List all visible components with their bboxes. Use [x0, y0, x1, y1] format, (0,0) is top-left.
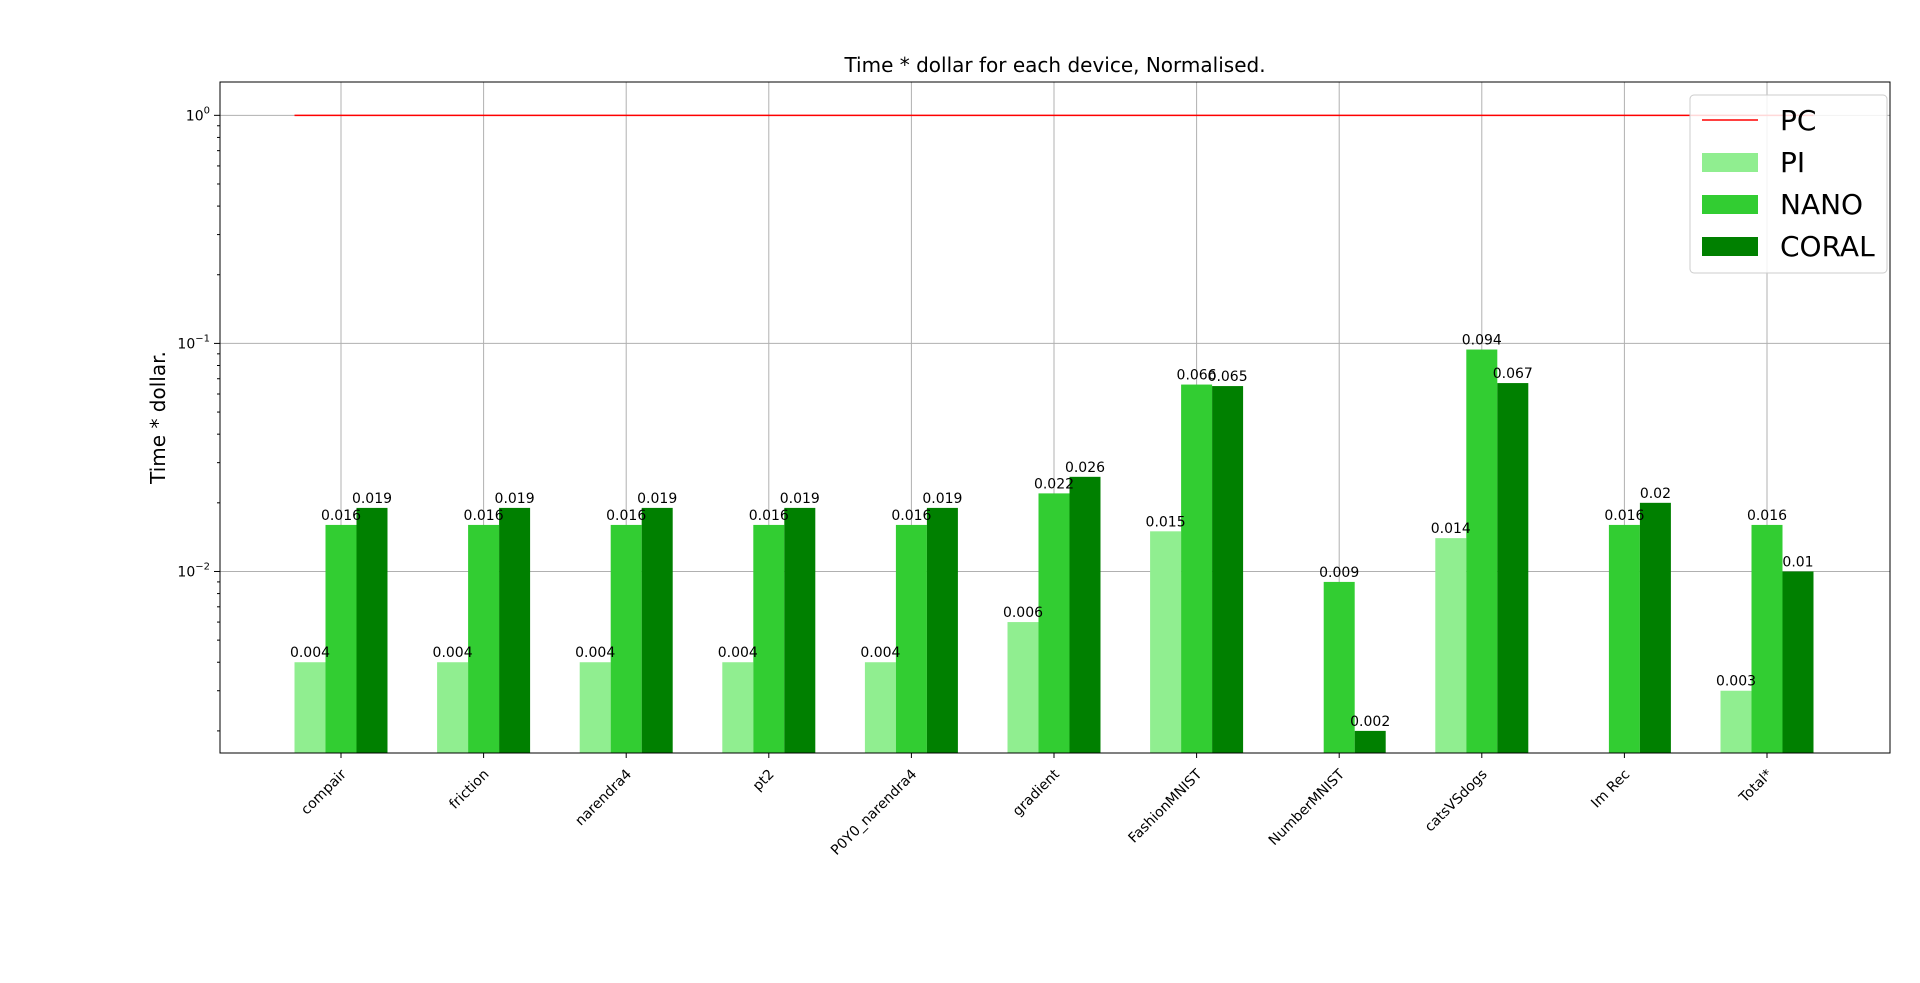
bar-nano — [325, 524, 357, 753]
x-tick-label: gradient — [1010, 766, 1063, 819]
data-label: 0.067 — [1493, 366, 1533, 382]
bars — [294, 349, 1814, 753]
data-label: 0.01 — [1782, 554, 1813, 570]
bar-pi — [1007, 622, 1039, 753]
axes: compair friction narendra4 pt2 P0Y0_narendra… — [177, 105, 1775, 858]
x-tick-label: P0Y0_narendra4 — [828, 766, 920, 858]
bar-coral — [356, 507, 388, 753]
bar-pi — [722, 662, 754, 753]
legend-swatch-coral — [1702, 237, 1758, 256]
data-label: 0.019 — [495, 491, 535, 507]
bar-nano — [468, 524, 500, 753]
data-label: 0.016 — [749, 508, 789, 524]
data-label: 0.003 — [1716, 674, 1756, 690]
bar-pi — [294, 662, 326, 753]
bar-pi — [1150, 531, 1182, 753]
legend-label-pi: PI — [1780, 146, 1805, 179]
bar-nano — [895, 524, 927, 753]
data-label: 0.019 — [352, 491, 392, 507]
x-tick-label: narendra4 — [572, 766, 635, 829]
bar-nano — [1038, 493, 1070, 753]
y-tick-label: 100 — [186, 105, 210, 124]
data-label: 0.019 — [922, 491, 962, 507]
x-tick-label: catsVSdogs — [1422, 767, 1491, 836]
data-label: 0.004 — [575, 645, 615, 661]
bar-nano — [1323, 581, 1355, 753]
data-label: 0.019 — [780, 491, 820, 507]
data-labels: 0.004 0.004 0.004 0.004 0.004 0.006 0.015 0.014… — [290, 333, 1814, 730]
bar-nano — [1466, 349, 1498, 753]
legend-swatch-nano — [1702, 195, 1758, 214]
data-label: 0.004 — [433, 645, 473, 661]
data-label: 0.009 — [1319, 565, 1359, 581]
chart-title: Time * dollar for each device, Normalise… — [843, 53, 1265, 77]
x-tick-label: friction — [446, 767, 492, 813]
x-tick-label: FashionMNIST — [1126, 766, 1206, 846]
legend-box — [1689, 94, 1888, 274]
y-axis-label: Time * dollar. — [146, 351, 170, 485]
y-tick-label: 10−2 — [177, 561, 210, 580]
bar-pi — [1720, 690, 1752, 753]
data-label: 0.066 — [1177, 368, 1217, 384]
bar-coral — [641, 507, 673, 753]
legend: PC PI NANO CORAL — [1689, 94, 1888, 274]
data-label: 0.015 — [1146, 514, 1186, 530]
bar-pi — [1435, 538, 1467, 753]
y-tick-label: 10−1 — [177, 333, 210, 352]
bar-pi — [579, 662, 611, 753]
data-label: 0.014 — [1431, 521, 1471, 537]
bar-coral — [1782, 571, 1814, 753]
data-label: 0.016 — [1747, 508, 1787, 524]
data-label: 0.016 — [464, 508, 504, 524]
x-tick-label: NumberMNIST — [1266, 766, 1349, 849]
bar-coral — [926, 507, 958, 753]
bar-coral — [1639, 502, 1671, 753]
bar-coral — [784, 507, 816, 753]
bar-pi — [864, 662, 896, 753]
data-label: 0.016 — [321, 508, 361, 524]
data-label: 0.004 — [290, 645, 330, 661]
bar-pi — [437, 662, 469, 753]
legend-label-nano: NANO — [1780, 188, 1863, 221]
data-label: 0.006 — [1003, 605, 1043, 621]
bar-nano — [1608, 524, 1640, 753]
bar-nano — [610, 524, 642, 753]
bar-coral — [499, 507, 531, 753]
data-label: 0.022 — [1034, 476, 1074, 492]
data-label: 0.016 — [1604, 508, 1644, 524]
data-label: 0.026 — [1065, 460, 1105, 476]
plot-area — [219, 81, 1891, 754]
data-label: 0.016 — [891, 508, 931, 524]
bar-nano — [753, 524, 785, 753]
data-label: 0.094 — [1462, 333, 1502, 349]
data-label: 0.002 — [1350, 714, 1390, 730]
data-label: 0.019 — [637, 491, 677, 507]
bar-nano — [1751, 524, 1783, 753]
bar-nano — [1181, 384, 1213, 753]
data-label: 0.016 — [606, 508, 646, 524]
data-label: 0.02 — [1640, 486, 1671, 502]
legend-swatch-pi — [1702, 153, 1758, 172]
x-tick-label: compair — [298, 766, 350, 818]
bar-coral — [1212, 386, 1244, 753]
bar-coral — [1069, 476, 1101, 753]
data-label: 0.004 — [860, 645, 900, 661]
data-label: 0.004 — [718, 645, 758, 661]
bar-coral — [1354, 730, 1386, 753]
x-tick-label: Im Rec — [1588, 767, 1633, 812]
data-label: 0.065 — [1208, 369, 1248, 385]
x-tick-label: Total* — [1736, 767, 1776, 807]
legend-label-pc: PC — [1780, 104, 1816, 137]
legend-label-coral: CORAL — [1780, 230, 1875, 263]
bar-coral — [1497, 383, 1529, 753]
x-tick-label: pt2 — [750, 767, 778, 795]
